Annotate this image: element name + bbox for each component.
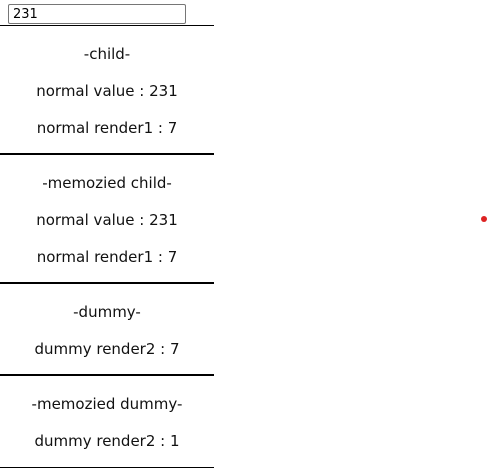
child-normal-render-count: normal render1 : 7 [36, 119, 178, 137]
dummy-title: -dummy- [73, 303, 141, 321]
child-normal-value: normal value : 231 [36, 82, 178, 100]
memoized-dummy-section: -memozied dummy- dummy render2 : 1 [0, 376, 214, 468]
child-title: -child- [83, 45, 131, 63]
memoized-dummy-render-count: dummy render2 : 1 [34, 432, 180, 450]
child-section: -child- normal value : 231 normal render… [0, 26, 214, 155]
indicator-dot [481, 216, 487, 222]
dummy-render-count: dummy render2 : 7 [34, 340, 180, 358]
memoized-dummy-title: -memozied dummy- [31, 395, 183, 413]
memoized-child-normal-render-count: normal render1 : 7 [36, 248, 178, 266]
value-input[interactable] [8, 4, 186, 24]
dummy-section: -dummy- dummy render2 : 7 [0, 284, 214, 376]
components-column: -child- normal value : 231 normal render… [0, 26, 214, 468]
input-bar [0, 0, 214, 26]
memoized-child-normal-value: normal value : 231 [36, 211, 178, 229]
memoized-child-section: -memozied child- normal value : 231 norm… [0, 155, 214, 284]
memoized-child-title: -memozied child- [42, 174, 172, 192]
